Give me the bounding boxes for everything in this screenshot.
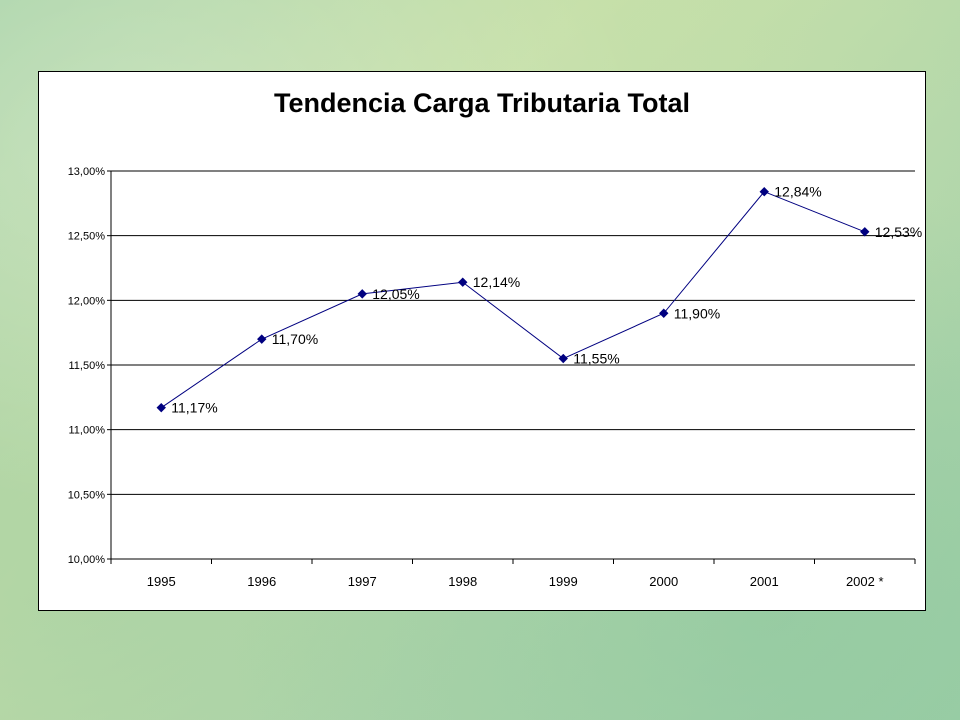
series-line — [160, 191, 865, 409]
data-point-marker — [759, 186, 769, 197]
y-tick-label: 12,00% — [68, 295, 106, 307]
y-tick-label: 13,00% — [68, 166, 106, 178]
data-label: 12,14% — [473, 274, 520, 290]
x-tick-label: 1998 — [448, 574, 477, 589]
chart-svg: 10,00% 10,50% 11,00% 11,50% 12,00% 12,50% 13,0… — [68, 166, 923, 589]
y-tick-label: 11,50% — [69, 360, 106, 372]
y-tick-label: 12,50% — [68, 231, 106, 243]
x-tick-label: 1997 — [348, 574, 377, 589]
y-tick-label: 11,00% — [69, 425, 106, 437]
data-point-marker — [860, 227, 870, 237]
data-label: 11,70% — [272, 331, 318, 347]
data-label: 12,53% — [875, 224, 922, 240]
x-tick-label: 1996 — [247, 574, 276, 589]
x-tick-label: 2000 — [649, 574, 678, 589]
y-tick-label: 10,50% — [68, 489, 106, 501]
data-point-marker — [257, 334, 267, 344]
data-point-marker — [458, 277, 468, 287]
data-label: 11,17% — [171, 400, 217, 416]
chart-area: Tendencia Carga Tributaria Total 10,00% 1… — [38, 71, 926, 611]
data-point-marker — [558, 353, 568, 364]
data-label: 11,90% — [674, 305, 720, 321]
x-tick-label: 1995 — [147, 574, 176, 589]
x-tick-label: 1999 — [549, 574, 578, 589]
x-tick-label: 2001 — [750, 574, 779, 589]
data-point-marker — [357, 289, 367, 299]
y-tick-label: 10,00% — [68, 554, 106, 566]
data-label: 12,05% — [372, 286, 419, 302]
data-point-marker — [156, 402, 166, 413]
data-point-marker — [659, 308, 669, 318]
data-label: 11,55% — [573, 351, 619, 367]
data-label: 12,84% — [774, 184, 821, 200]
chart-title: Tendencia Carga Tributaria Total — [273, 88, 691, 118]
x-tick-label: 2002 * — [846, 574, 884, 589]
